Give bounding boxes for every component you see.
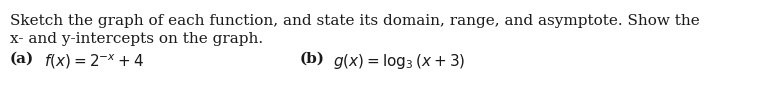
Text: x- and y-intercepts on the graph.: x- and y-intercepts on the graph. <box>10 32 263 46</box>
Text: (b): (b) <box>300 52 325 66</box>
Text: $g(x) = \log_3(x + 3)$: $g(x) = \log_3(x + 3)$ <box>333 52 465 71</box>
Text: $f(x) = 2^{-x} + 4$: $f(x) = 2^{-x} + 4$ <box>44 52 144 71</box>
Text: (a): (a) <box>10 52 34 66</box>
Text: Sketch the graph of each function, and state its domain, range, and asymptote. S: Sketch the graph of each function, and s… <box>10 14 700 28</box>
